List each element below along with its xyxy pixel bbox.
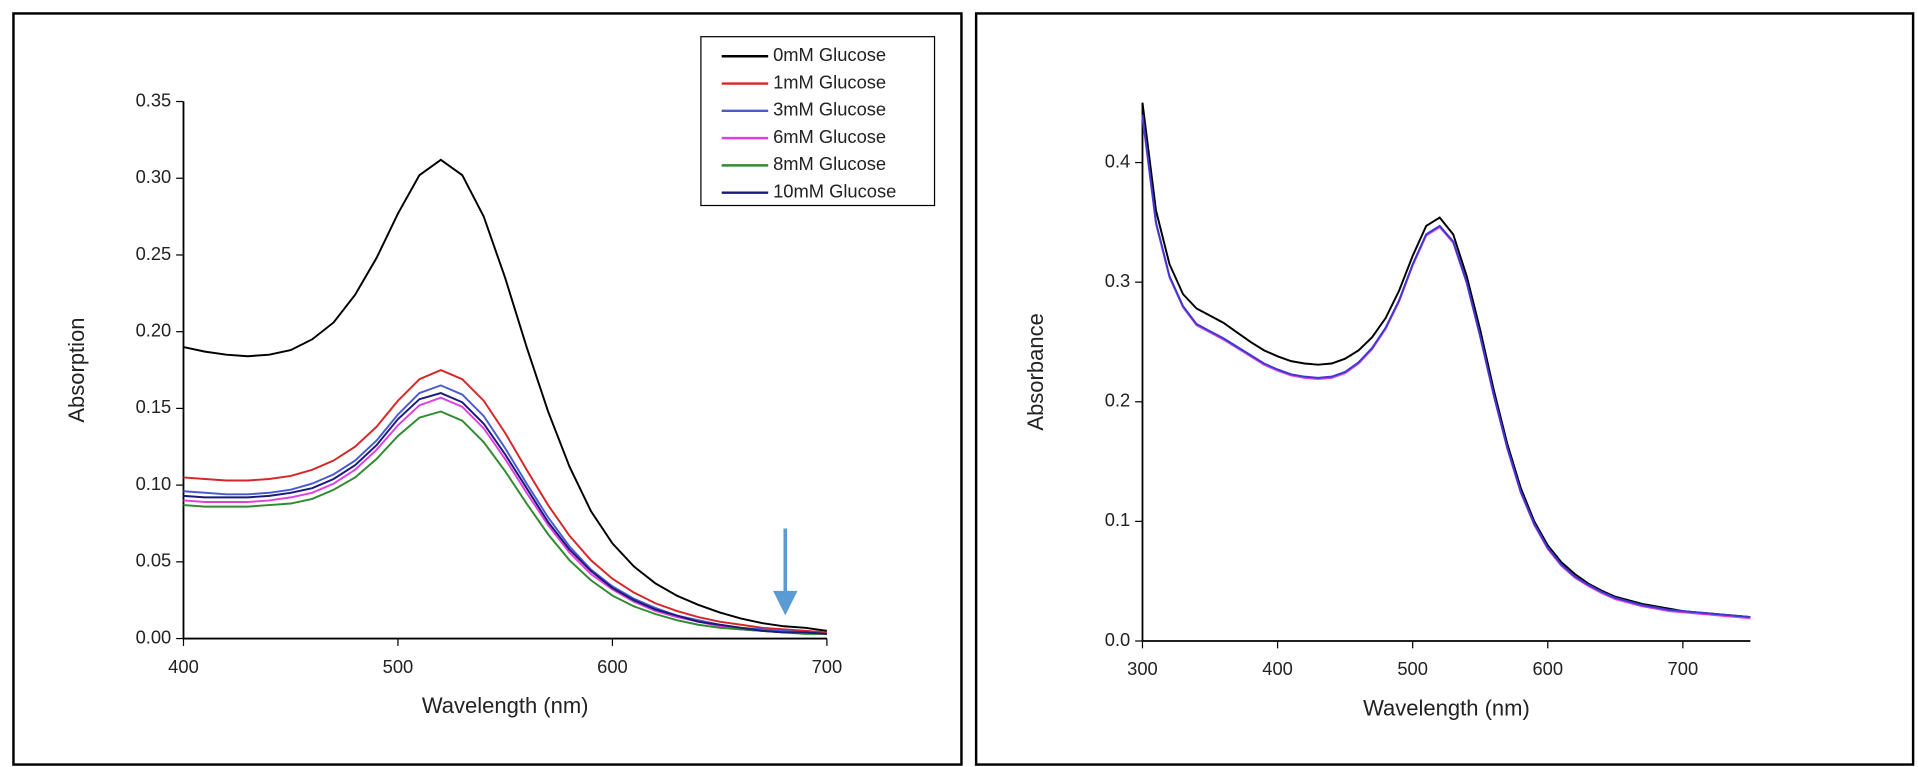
legend-label: 3mM Glucose (773, 99, 886, 120)
legend-label: 10mM Glucose (773, 181, 896, 202)
series-line (183, 392, 827, 635)
x-tick-label: 300 (1127, 658, 1158, 679)
x-tick-label: 700 (1668, 658, 1699, 679)
x-tick-label: 700 (812, 656, 843, 677)
y-tick-label: 0.3 (1105, 270, 1130, 291)
legend-label: 6mM Glucose (773, 126, 886, 147)
y-tick-label: 0.30 (136, 166, 172, 187)
y-axis-title: Absorbance (1023, 313, 1048, 430)
arrow-head (773, 590, 798, 616)
legend-label: 8mM Glucose (773, 153, 886, 174)
y-tick-label: 0.05 (136, 550, 172, 571)
panel-border (12, 12, 963, 766)
series-line (183, 368, 827, 634)
x-axis-title: Wavelength (nm) (422, 693, 589, 718)
series-line (1141, 102, 1751, 619)
series-line (183, 396, 827, 635)
y-tick-label: 0.00 (136, 626, 172, 647)
y-tick-label: 0.0 (1105, 629, 1130, 650)
y-axis-title: Absorption (64, 317, 89, 422)
legend-label: 0mM Glucose (773, 44, 886, 65)
series-line (1141, 116, 1751, 620)
series-line (1141, 114, 1751, 619)
y-tick-label: 0.4 (1105, 150, 1130, 171)
x-tick-label: 600 (1532, 658, 1563, 679)
x-tick-label: 400 (1262, 658, 1293, 679)
x-tick-label: 400 (168, 656, 199, 677)
x-tick-label: 500 (383, 656, 414, 677)
x-tick-label: 500 (1397, 658, 1428, 679)
y-tick-label: 0.2 (1105, 390, 1130, 411)
y-tick-label: 0.1 (1105, 509, 1130, 530)
series-line (183, 410, 827, 635)
series-line (183, 158, 828, 632)
series-line (183, 384, 827, 635)
y-tick-label: 0.20 (136, 320, 172, 341)
y-tick-label: 0.10 (136, 473, 172, 494)
panel-border (974, 12, 1915, 766)
x-tick-label: 600 (597, 656, 628, 677)
x-axis-title: Wavelength (nm) (1363, 695, 1530, 720)
y-tick-label: 0.25 (136, 243, 172, 264)
legend-label: 1mM Glucose (773, 71, 886, 92)
arrow (773, 528, 798, 616)
y-tick-label: 0.15 (136, 396, 172, 417)
legend-box (700, 36, 936, 207)
y-tick-label: 0.35 (136, 89, 172, 110)
